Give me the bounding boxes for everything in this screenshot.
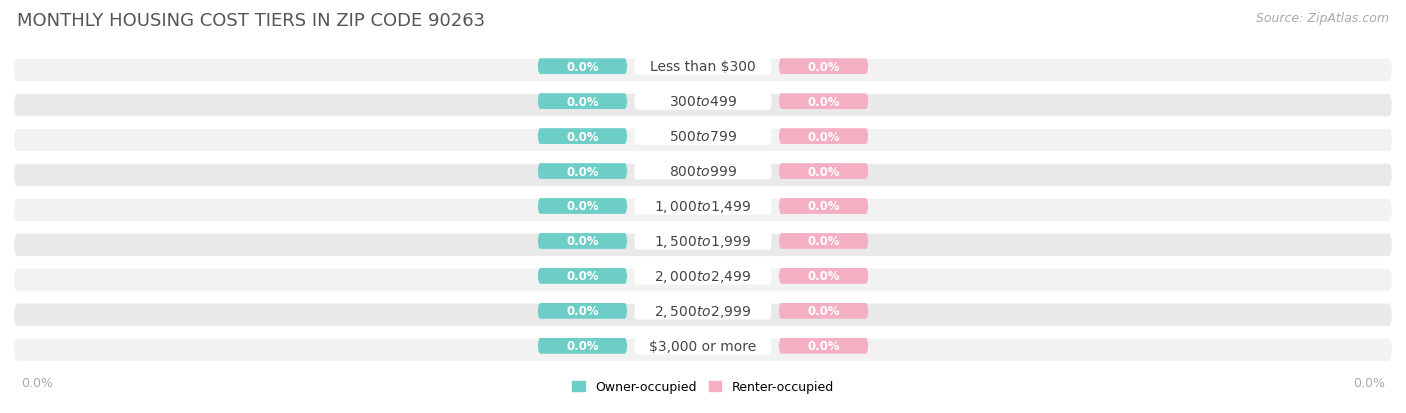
FancyBboxPatch shape — [14, 130, 1392, 152]
FancyBboxPatch shape — [537, 164, 627, 180]
FancyBboxPatch shape — [537, 59, 627, 75]
FancyBboxPatch shape — [14, 304, 1392, 326]
Text: 0.0%: 0.0% — [567, 200, 599, 213]
Text: 0.0%: 0.0% — [807, 61, 839, 74]
FancyBboxPatch shape — [779, 129, 869, 145]
FancyBboxPatch shape — [537, 129, 627, 145]
Text: 0.0%: 0.0% — [1353, 376, 1385, 389]
FancyBboxPatch shape — [14, 95, 1392, 117]
FancyBboxPatch shape — [14, 164, 1392, 187]
Text: 0.0%: 0.0% — [807, 235, 839, 248]
FancyBboxPatch shape — [779, 233, 869, 249]
FancyBboxPatch shape — [634, 303, 772, 320]
Text: 0.0%: 0.0% — [807, 165, 839, 178]
FancyBboxPatch shape — [537, 338, 627, 354]
Text: $2,000 to $2,499: $2,000 to $2,499 — [654, 268, 752, 284]
Text: $800 to $999: $800 to $999 — [669, 165, 737, 178]
Text: Source: ZipAtlas.com: Source: ZipAtlas.com — [1256, 12, 1389, 25]
FancyBboxPatch shape — [14, 234, 1392, 256]
Text: 0.0%: 0.0% — [567, 165, 599, 178]
Text: $1,000 to $1,499: $1,000 to $1,499 — [654, 199, 752, 214]
Text: 0.0%: 0.0% — [567, 235, 599, 248]
FancyBboxPatch shape — [779, 164, 869, 180]
Legend: Owner-occupied, Renter-occupied: Owner-occupied, Renter-occupied — [568, 375, 838, 398]
Text: 0.0%: 0.0% — [807, 305, 839, 318]
FancyBboxPatch shape — [634, 128, 772, 145]
FancyBboxPatch shape — [779, 94, 869, 110]
FancyBboxPatch shape — [779, 303, 869, 319]
Text: $1,500 to $1,999: $1,500 to $1,999 — [654, 233, 752, 249]
Text: 0.0%: 0.0% — [21, 376, 53, 389]
FancyBboxPatch shape — [537, 199, 627, 214]
FancyBboxPatch shape — [14, 60, 1392, 82]
Text: $500 to $799: $500 to $799 — [669, 130, 737, 144]
Text: 0.0%: 0.0% — [567, 95, 599, 108]
FancyBboxPatch shape — [634, 233, 772, 250]
Text: 0.0%: 0.0% — [567, 61, 599, 74]
Text: $2,500 to $2,999: $2,500 to $2,999 — [654, 303, 752, 319]
FancyBboxPatch shape — [14, 269, 1392, 291]
Text: 0.0%: 0.0% — [807, 270, 839, 283]
Text: 0.0%: 0.0% — [807, 339, 839, 352]
Text: 0.0%: 0.0% — [807, 95, 839, 108]
FancyBboxPatch shape — [634, 163, 772, 180]
FancyBboxPatch shape — [779, 338, 869, 354]
Text: 0.0%: 0.0% — [567, 130, 599, 143]
FancyBboxPatch shape — [14, 339, 1392, 361]
Text: $300 to $499: $300 to $499 — [669, 95, 737, 109]
Text: MONTHLY HOUSING COST TIERS IN ZIP CODE 90263: MONTHLY HOUSING COST TIERS IN ZIP CODE 9… — [17, 12, 485, 30]
FancyBboxPatch shape — [779, 268, 869, 284]
FancyBboxPatch shape — [634, 268, 772, 285]
Text: 0.0%: 0.0% — [567, 270, 599, 283]
Text: 0.0%: 0.0% — [567, 305, 599, 318]
FancyBboxPatch shape — [537, 233, 627, 249]
FancyBboxPatch shape — [537, 94, 627, 110]
FancyBboxPatch shape — [634, 198, 772, 215]
Text: $3,000 or more: $3,000 or more — [650, 339, 756, 353]
FancyBboxPatch shape — [634, 58, 772, 76]
FancyBboxPatch shape — [779, 59, 869, 75]
FancyBboxPatch shape — [537, 268, 627, 284]
FancyBboxPatch shape — [779, 199, 869, 214]
FancyBboxPatch shape — [634, 93, 772, 110]
Text: Less than $300: Less than $300 — [650, 60, 756, 74]
FancyBboxPatch shape — [634, 337, 772, 355]
Text: 0.0%: 0.0% — [567, 339, 599, 352]
FancyBboxPatch shape — [14, 199, 1392, 222]
Text: 0.0%: 0.0% — [807, 130, 839, 143]
Text: 0.0%: 0.0% — [807, 200, 839, 213]
FancyBboxPatch shape — [537, 303, 627, 319]
